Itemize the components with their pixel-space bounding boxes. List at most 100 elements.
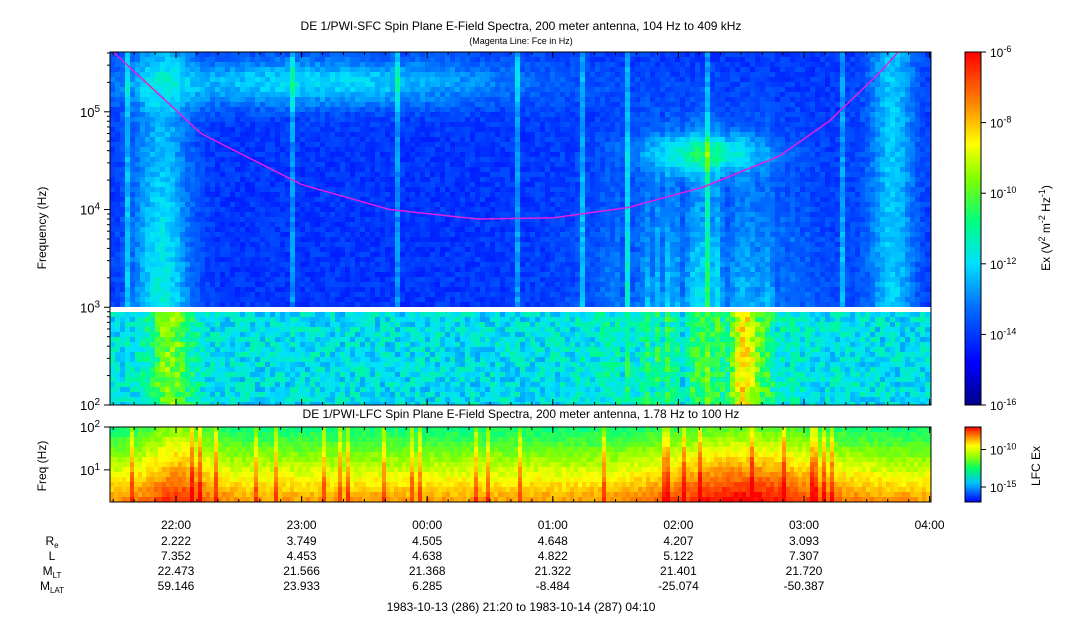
sfc-cell bbox=[115, 292, 120, 297]
sfc-cell bbox=[285, 137, 290, 142]
sfc-cell bbox=[260, 357, 265, 362]
sfc-cell bbox=[300, 302, 305, 307]
sfc-cell bbox=[325, 202, 330, 207]
sfc-cell bbox=[285, 327, 290, 332]
sfc-cell bbox=[410, 132, 415, 137]
sfc-cell bbox=[200, 142, 205, 147]
sfc-cell bbox=[150, 137, 155, 142]
sfc-cell bbox=[215, 357, 220, 362]
sfc-cell bbox=[140, 277, 145, 282]
sfc-cell bbox=[175, 177, 180, 182]
sfc-cell bbox=[190, 117, 195, 122]
sfc-cell bbox=[415, 72, 420, 77]
sfc-cell bbox=[345, 92, 350, 97]
sfc-cell bbox=[185, 347, 190, 352]
sfc-cell bbox=[460, 372, 465, 377]
sfc-cell bbox=[330, 252, 335, 257]
sfc-cell bbox=[255, 367, 260, 372]
sfc-cell bbox=[210, 222, 215, 227]
sfc-cell bbox=[400, 167, 405, 172]
sfc-cell bbox=[395, 202, 400, 207]
sfc-cell bbox=[190, 252, 195, 257]
sfc-cell bbox=[440, 377, 445, 382]
sfc-cell bbox=[425, 377, 430, 382]
sfc-cell bbox=[370, 72, 375, 77]
sfc-cell bbox=[110, 142, 115, 147]
sfc-cell bbox=[345, 217, 350, 222]
sfc-cell bbox=[150, 327, 155, 332]
sfc-cell bbox=[165, 322, 170, 327]
sfc-cell bbox=[255, 187, 260, 192]
sfc-cell bbox=[225, 87, 230, 92]
sfc-cell bbox=[175, 112, 180, 117]
sfc-cell bbox=[165, 217, 170, 222]
sfc-cell bbox=[240, 97, 245, 102]
sfc-cell bbox=[200, 147, 205, 152]
sfc-cell bbox=[120, 152, 125, 157]
sfc-cell bbox=[280, 287, 285, 292]
sfc-cell bbox=[220, 322, 225, 327]
sfc-cell bbox=[300, 117, 305, 122]
sfc-cell bbox=[280, 297, 285, 302]
sfc-cell bbox=[175, 272, 180, 277]
sfc-cell bbox=[180, 67, 185, 72]
sfc-cell bbox=[195, 392, 200, 397]
sfc-cell bbox=[125, 212, 130, 217]
sfc-cell bbox=[180, 287, 185, 292]
sfc-cell bbox=[340, 332, 345, 337]
sfc-cell bbox=[380, 377, 385, 382]
sfc-cell bbox=[240, 397, 245, 402]
sfc-cell bbox=[285, 317, 290, 322]
sfc-cell bbox=[405, 187, 410, 192]
sfc-cell bbox=[410, 327, 415, 332]
sfc-cell bbox=[200, 322, 205, 327]
sfc-cell bbox=[360, 147, 365, 152]
sfc-cell bbox=[140, 187, 145, 192]
sfc-cell bbox=[410, 362, 415, 367]
sfc-cell bbox=[295, 57, 300, 62]
sfc-cell bbox=[410, 287, 415, 292]
sfc-cell bbox=[235, 202, 240, 207]
sfc-cell bbox=[455, 242, 460, 247]
sfc-cell bbox=[180, 272, 185, 277]
sfc-cell bbox=[340, 202, 345, 207]
sfc-cell bbox=[440, 122, 445, 127]
sfc-cell bbox=[365, 262, 370, 267]
sfc-cell bbox=[260, 232, 265, 237]
sfc-cell bbox=[320, 347, 325, 352]
sfc-cell bbox=[350, 57, 355, 62]
sfc-cell bbox=[320, 232, 325, 237]
sfc-cell bbox=[355, 57, 360, 62]
sfc-cell bbox=[125, 342, 130, 347]
sfc-cell bbox=[450, 392, 455, 397]
sfc-cell bbox=[160, 332, 165, 337]
sfc-cell bbox=[180, 242, 185, 247]
sfc-cell bbox=[125, 297, 130, 302]
sfc-cell bbox=[320, 127, 325, 132]
sfc-cell bbox=[300, 152, 305, 157]
sfc-cell bbox=[225, 272, 230, 277]
sfc-cell bbox=[215, 157, 220, 162]
sfc-cell bbox=[305, 52, 310, 57]
sfc-cell bbox=[435, 202, 440, 207]
sfc-cell bbox=[265, 342, 270, 347]
sfc-cell bbox=[455, 177, 460, 182]
sfc-cell bbox=[355, 242, 360, 247]
sfc-cell bbox=[150, 107, 155, 112]
sfc-cell bbox=[135, 122, 140, 127]
sfc-cell bbox=[435, 332, 440, 337]
sfc-cell bbox=[140, 222, 145, 227]
sfc-cell bbox=[135, 187, 140, 192]
sfc-cell bbox=[395, 197, 400, 202]
sfc-cell bbox=[295, 362, 300, 367]
sfc-cell bbox=[170, 362, 175, 367]
sfc-cell bbox=[155, 272, 160, 277]
sfc-cell bbox=[215, 232, 220, 237]
sfc-cell bbox=[195, 302, 200, 307]
sfc-cell bbox=[160, 242, 165, 247]
sfc-cell bbox=[315, 147, 320, 152]
sfc-cell bbox=[405, 267, 410, 272]
sfc-cell bbox=[375, 397, 380, 402]
sfc-cell bbox=[150, 192, 155, 197]
sfc-cell bbox=[220, 242, 225, 247]
